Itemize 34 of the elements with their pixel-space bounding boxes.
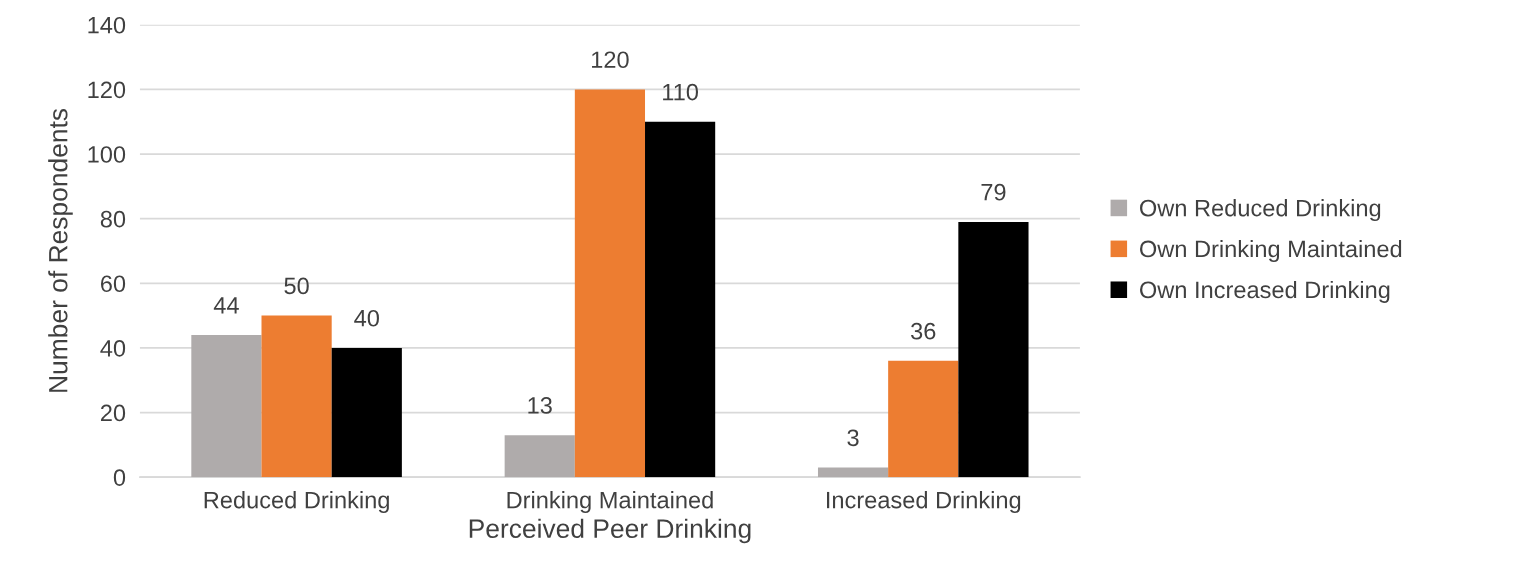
- bar: [645, 121, 716, 478]
- data-label: 13: [528, 397, 552, 414]
- bar: [958, 221, 1029, 478]
- bar: [191, 335, 262, 478]
- x-tick-label: Drinking Maintained: [507, 491, 713, 514]
- x-axis-title: Perceived Peer Drinking: [469, 518, 751, 544]
- y-tick-label: 120: [88, 81, 126, 99]
- bar: [574, 89, 646, 478]
- bar: [888, 360, 959, 478]
- bar: [504, 435, 575, 478]
- x-tick-label: Reduced Drinking: [204, 491, 389, 514]
- y-axis-title: Number of Respondents: [48, 108, 73, 392]
- y-tick-label: 140: [88, 16, 126, 34]
- data-label: 40: [354, 309, 379, 327]
- legend-label: Own Increased Drinking: [1140, 280, 1390, 303]
- legend-label: Own Drinking Maintained: [1140, 239, 1402, 262]
- data-label: 79: [981, 183, 1006, 201]
- y-tick-label: 80: [100, 210, 126, 228]
- y-tick-label: 40: [100, 340, 126, 357]
- data-label: 120: [592, 51, 629, 69]
- data-label: 36: [911, 322, 936, 340]
- y-tick-label: 100: [88, 146, 126, 163]
- data-label: 50: [284, 277, 309, 295]
- bar: [817, 467, 889, 478]
- data-label: 110: [663, 83, 699, 101]
- bar: [261, 315, 332, 478]
- y-tick-label: 0: [113, 469, 126, 486]
- data-label: 3: [847, 429, 859, 447]
- bar: [331, 347, 402, 478]
- data-label: 44: [213, 297, 239, 314]
- y-tick-label: 60: [100, 275, 126, 293]
- y-tick-label: 20: [100, 404, 126, 422]
- legend-label: Own Reduced Drinking: [1140, 199, 1381, 222]
- x-tick-label: Increased Drinking: [827, 491, 1021, 514]
